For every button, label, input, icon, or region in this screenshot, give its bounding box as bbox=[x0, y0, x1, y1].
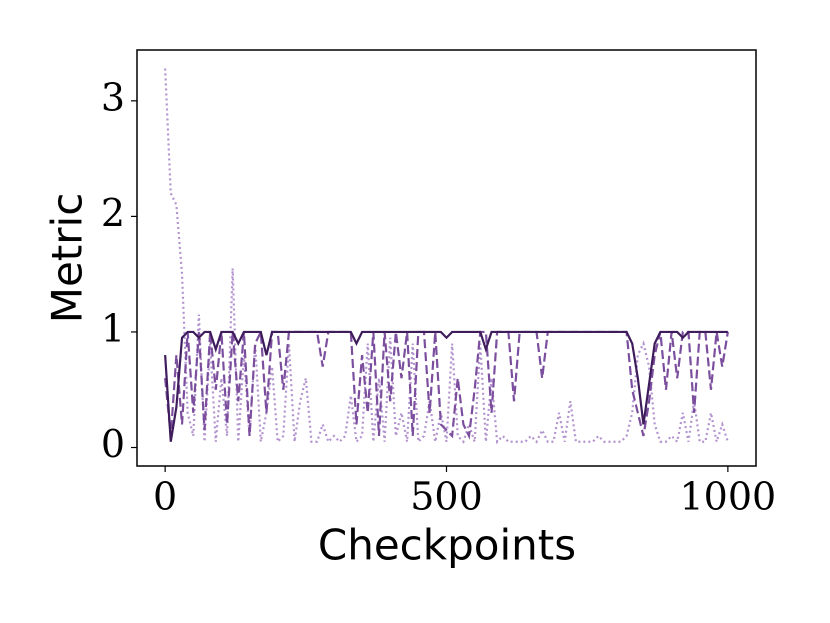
x-tick-label: 0 bbox=[153, 475, 177, 519]
x-axis-label: Checkpoints bbox=[318, 521, 576, 570]
series-line bbox=[164, 68, 729, 447]
x-tick-label: 500 bbox=[410, 475, 483, 519]
y-tick-label: 3 bbox=[101, 75, 125, 119]
y-tick-label: 0 bbox=[101, 422, 125, 466]
y-tick-label: 1 bbox=[101, 306, 125, 350]
y-tick-label: 2 bbox=[101, 191, 125, 235]
series-line bbox=[164, 327, 729, 440]
y-axis-label: Metric bbox=[43, 193, 92, 324]
x-tick-label: 1000 bbox=[680, 475, 777, 519]
series-line bbox=[164, 330, 728, 442]
plot-frame bbox=[136, 49, 757, 467]
